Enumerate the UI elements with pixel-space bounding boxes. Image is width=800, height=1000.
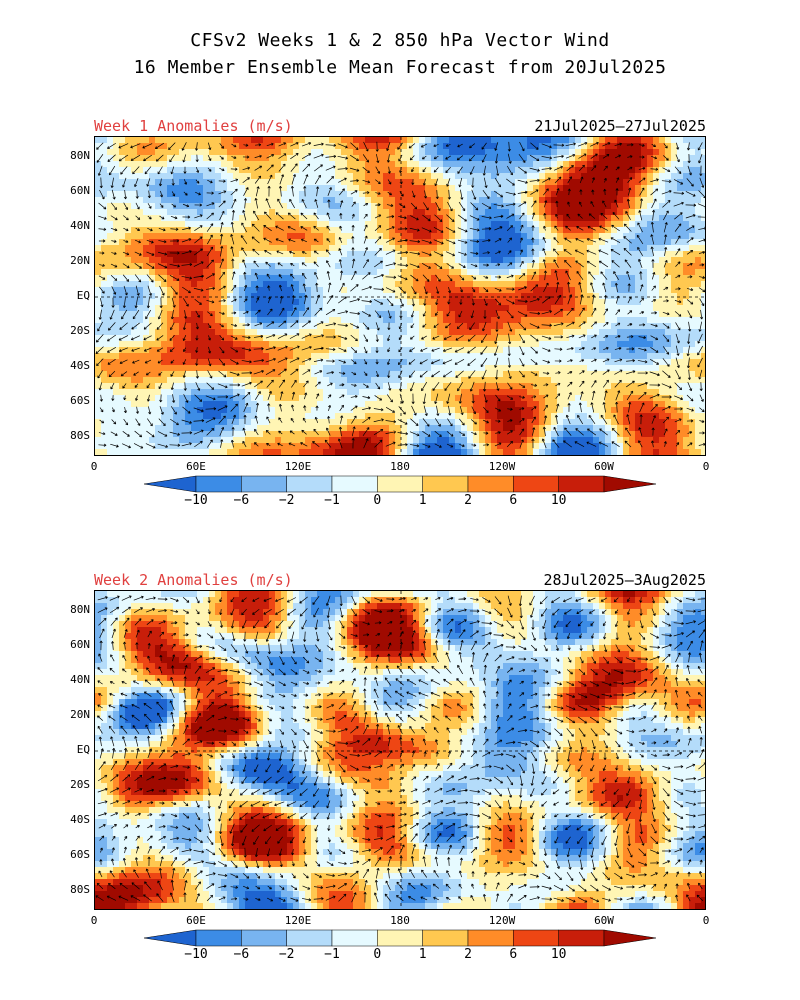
- panel2-dates: 28Jul2025–3Aug2025: [543, 571, 706, 589]
- panel2-lon-label: 0: [702, 914, 710, 927]
- panel1-lon-label: 120E: [284, 460, 312, 473]
- panel2-colorbar-tick-label: −2: [278, 947, 295, 962]
- panel2-colorbar-swatch: [467, 929, 514, 947]
- header-title-line1: CFSv2 Weeks 1 & 2 850 hPa Vector Wind: [190, 30, 610, 51]
- panel2-colorbar-swatch: [513, 929, 559, 947]
- panel2-title: Week 2 Anomalies (m/s): [94, 571, 293, 589]
- panel1-colorbar-tick-label: 2: [464, 493, 472, 508]
- panel1-dates: 21Jul2025–27Jul2025: [534, 117, 706, 135]
- panel2-lat-label: EQ: [76, 743, 90, 756]
- panel1-lon-label: 120W: [488, 460, 516, 473]
- panel2-colorbar-tick-label: 0: [373, 947, 382, 962]
- panel1-map: [94, 136, 706, 456]
- panel1-lon-label: 0: [90, 460, 98, 473]
- panel1-colorbar-swatch: [422, 475, 469, 493]
- panel2-colorbar-tick-label: −6: [233, 947, 250, 962]
- panel2-lon-label: 0: [90, 914, 98, 927]
- panel2-lat-label: 20N: [70, 708, 90, 721]
- panel2-lat-label: 20S: [70, 778, 90, 791]
- panel2-lat-label: 60N: [70, 638, 90, 651]
- panel1-lon-label: 60E: [186, 460, 206, 473]
- panel1-colorbar-swatch: [513, 475, 559, 493]
- panel2-lat-label: 40S: [70, 813, 90, 826]
- panel2-colorbar-tick-label: −10: [184, 947, 208, 962]
- panel1-lat-label: 60N: [70, 184, 90, 197]
- panel2-lon-label: 120W: [488, 914, 516, 927]
- panel2-lat-label: 80N: [70, 603, 90, 616]
- panel1-colorbar-swatch: [558, 475, 605, 493]
- panel2-lat-label: 40N: [70, 673, 90, 686]
- panel1-lat-label: 40S: [70, 359, 90, 372]
- panel2-colorbar-tick-label: 6: [509, 947, 518, 962]
- panel2-lon-label: 180: [390, 914, 410, 927]
- panel1-lon-label: 0: [702, 460, 710, 473]
- panel1-lat-label: EQ: [76, 289, 90, 302]
- panel2-colorbar-high-arrow: [603, 929, 656, 947]
- panel2-colorbar: [144, 929, 656, 947]
- panel2-lat-label: 80S: [70, 883, 90, 896]
- panel1-colorbar-swatch: [241, 475, 287, 493]
- panel1-colorbar-tick-label: −10: [184, 493, 208, 508]
- panel1-colorbar-swatch: [467, 475, 514, 493]
- panel1-lat-label: 40N: [70, 219, 90, 232]
- panel1-lon-label: 180: [390, 460, 410, 473]
- panel2-lon-label: 60W: [594, 914, 614, 927]
- panel1-colorbar-tick-label: 1: [418, 493, 427, 508]
- panel1-lat-label: 60S: [70, 394, 90, 407]
- panel1-colorbar-tick-label: −2: [278, 493, 295, 508]
- panel2-lon-label: 60E: [186, 914, 206, 927]
- panel2-lat-label: 60S: [70, 848, 90, 861]
- panel1-colorbar-swatch: [331, 475, 378, 493]
- panel2-map: [94, 590, 706, 910]
- header-title-line2: 16 Member Ensemble Mean Forecast from 20…: [133, 57, 667, 78]
- panel1-colorbar-low-arrow: [144, 475, 197, 493]
- panel1-colorbar-high-arrow: [603, 475, 656, 493]
- panel2-colorbar-swatch: [558, 929, 605, 947]
- panel2-colorbar-tick-label: 1: [418, 947, 427, 962]
- panel1-colorbar-swatch: [286, 475, 333, 493]
- panel1-lat-label: 80N: [70, 149, 90, 162]
- panel1-lon-label: 60W: [594, 460, 614, 473]
- panel1-title: Week 1 Anomalies (m/s): [94, 117, 293, 135]
- panel1-colorbar: [144, 475, 656, 493]
- panel2-colorbar-tick-label: −1: [324, 947, 340, 962]
- panel2-colorbar-swatch: [422, 929, 469, 947]
- panel1-colorbar-tick-label: 6: [509, 493, 518, 508]
- panel2-colorbar-low-arrow: [144, 929, 197, 947]
- panel1-anomaly-field: [95, 137, 705, 455]
- panel2-colorbar-swatch: [241, 929, 287, 947]
- panel1-lat-label: 80S: [70, 429, 90, 442]
- panel2-lon-label: 120E: [284, 914, 312, 927]
- panel1-colorbar-swatch: [377, 475, 423, 493]
- panel1-lat-label: 20N: [70, 254, 90, 267]
- panel2-colorbar-tick-label: 10: [550, 947, 567, 962]
- panel1-lat-label: 20S: [70, 324, 90, 337]
- panel2-colorbar-swatch: [377, 929, 423, 947]
- panel1-colorbar-tick-label: 10: [550, 493, 567, 508]
- panel1-colorbar-tick-label: 0: [373, 493, 382, 508]
- panel2-anomaly-field: [95, 591, 705, 909]
- panel2-colorbar-swatch: [331, 929, 378, 947]
- panel2-colorbar-tick-label: 2: [464, 947, 472, 962]
- panel2-colorbar-swatch: [286, 929, 333, 947]
- panel1-wind-vectors: [95, 141, 705, 449]
- panel1-colorbar-tick-label: −6: [233, 493, 250, 508]
- panel1-colorbar-tick-label: −1: [324, 493, 340, 508]
- panel1-colorbar-swatch: [195, 475, 242, 493]
- panel2-colorbar-swatch: [195, 929, 242, 947]
- panel2-wind-vectors: [95, 595, 705, 903]
